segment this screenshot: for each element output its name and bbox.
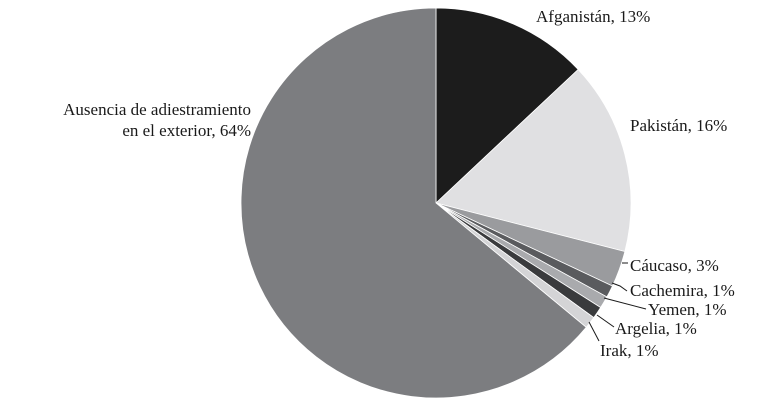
leader-line-yemen [603, 297, 647, 310]
pie-slice-1 [435, 68, 632, 252]
label-ausencia-line-1: Ausencia de adiestramiento [63, 100, 251, 119]
label-yemen: Yemen, 1% [648, 300, 727, 319]
label-irak: Irak, 1% [600, 341, 659, 360]
label-afganistan: Afganistán, 13% [536, 7, 650, 26]
leader-line-irak [588, 321, 600, 342]
leader-line-cachemira [611, 282, 628, 292]
label-cachemira: Cachemira, 1% [630, 281, 735, 300]
label-pakistan: Pakistán, 16% [630, 116, 727, 135]
leader-lines [588, 262, 647, 342]
label-ausencia-line-2: en el exterior, 64% [122, 121, 251, 140]
leader-line-argelia [596, 314, 615, 328]
label-caucaso: Cáucaso, 3% [630, 256, 719, 275]
pie-slice-0 [435, 7, 579, 204]
slice-labels: Afganistán, 13% Pakistán, 16% Cáucaso, 3… [63, 7, 735, 360]
pie-slices [240, 7, 632, 398]
label-argelia: Argelia, 1% [615, 319, 697, 338]
pie-slice-7 [240, 7, 587, 398]
